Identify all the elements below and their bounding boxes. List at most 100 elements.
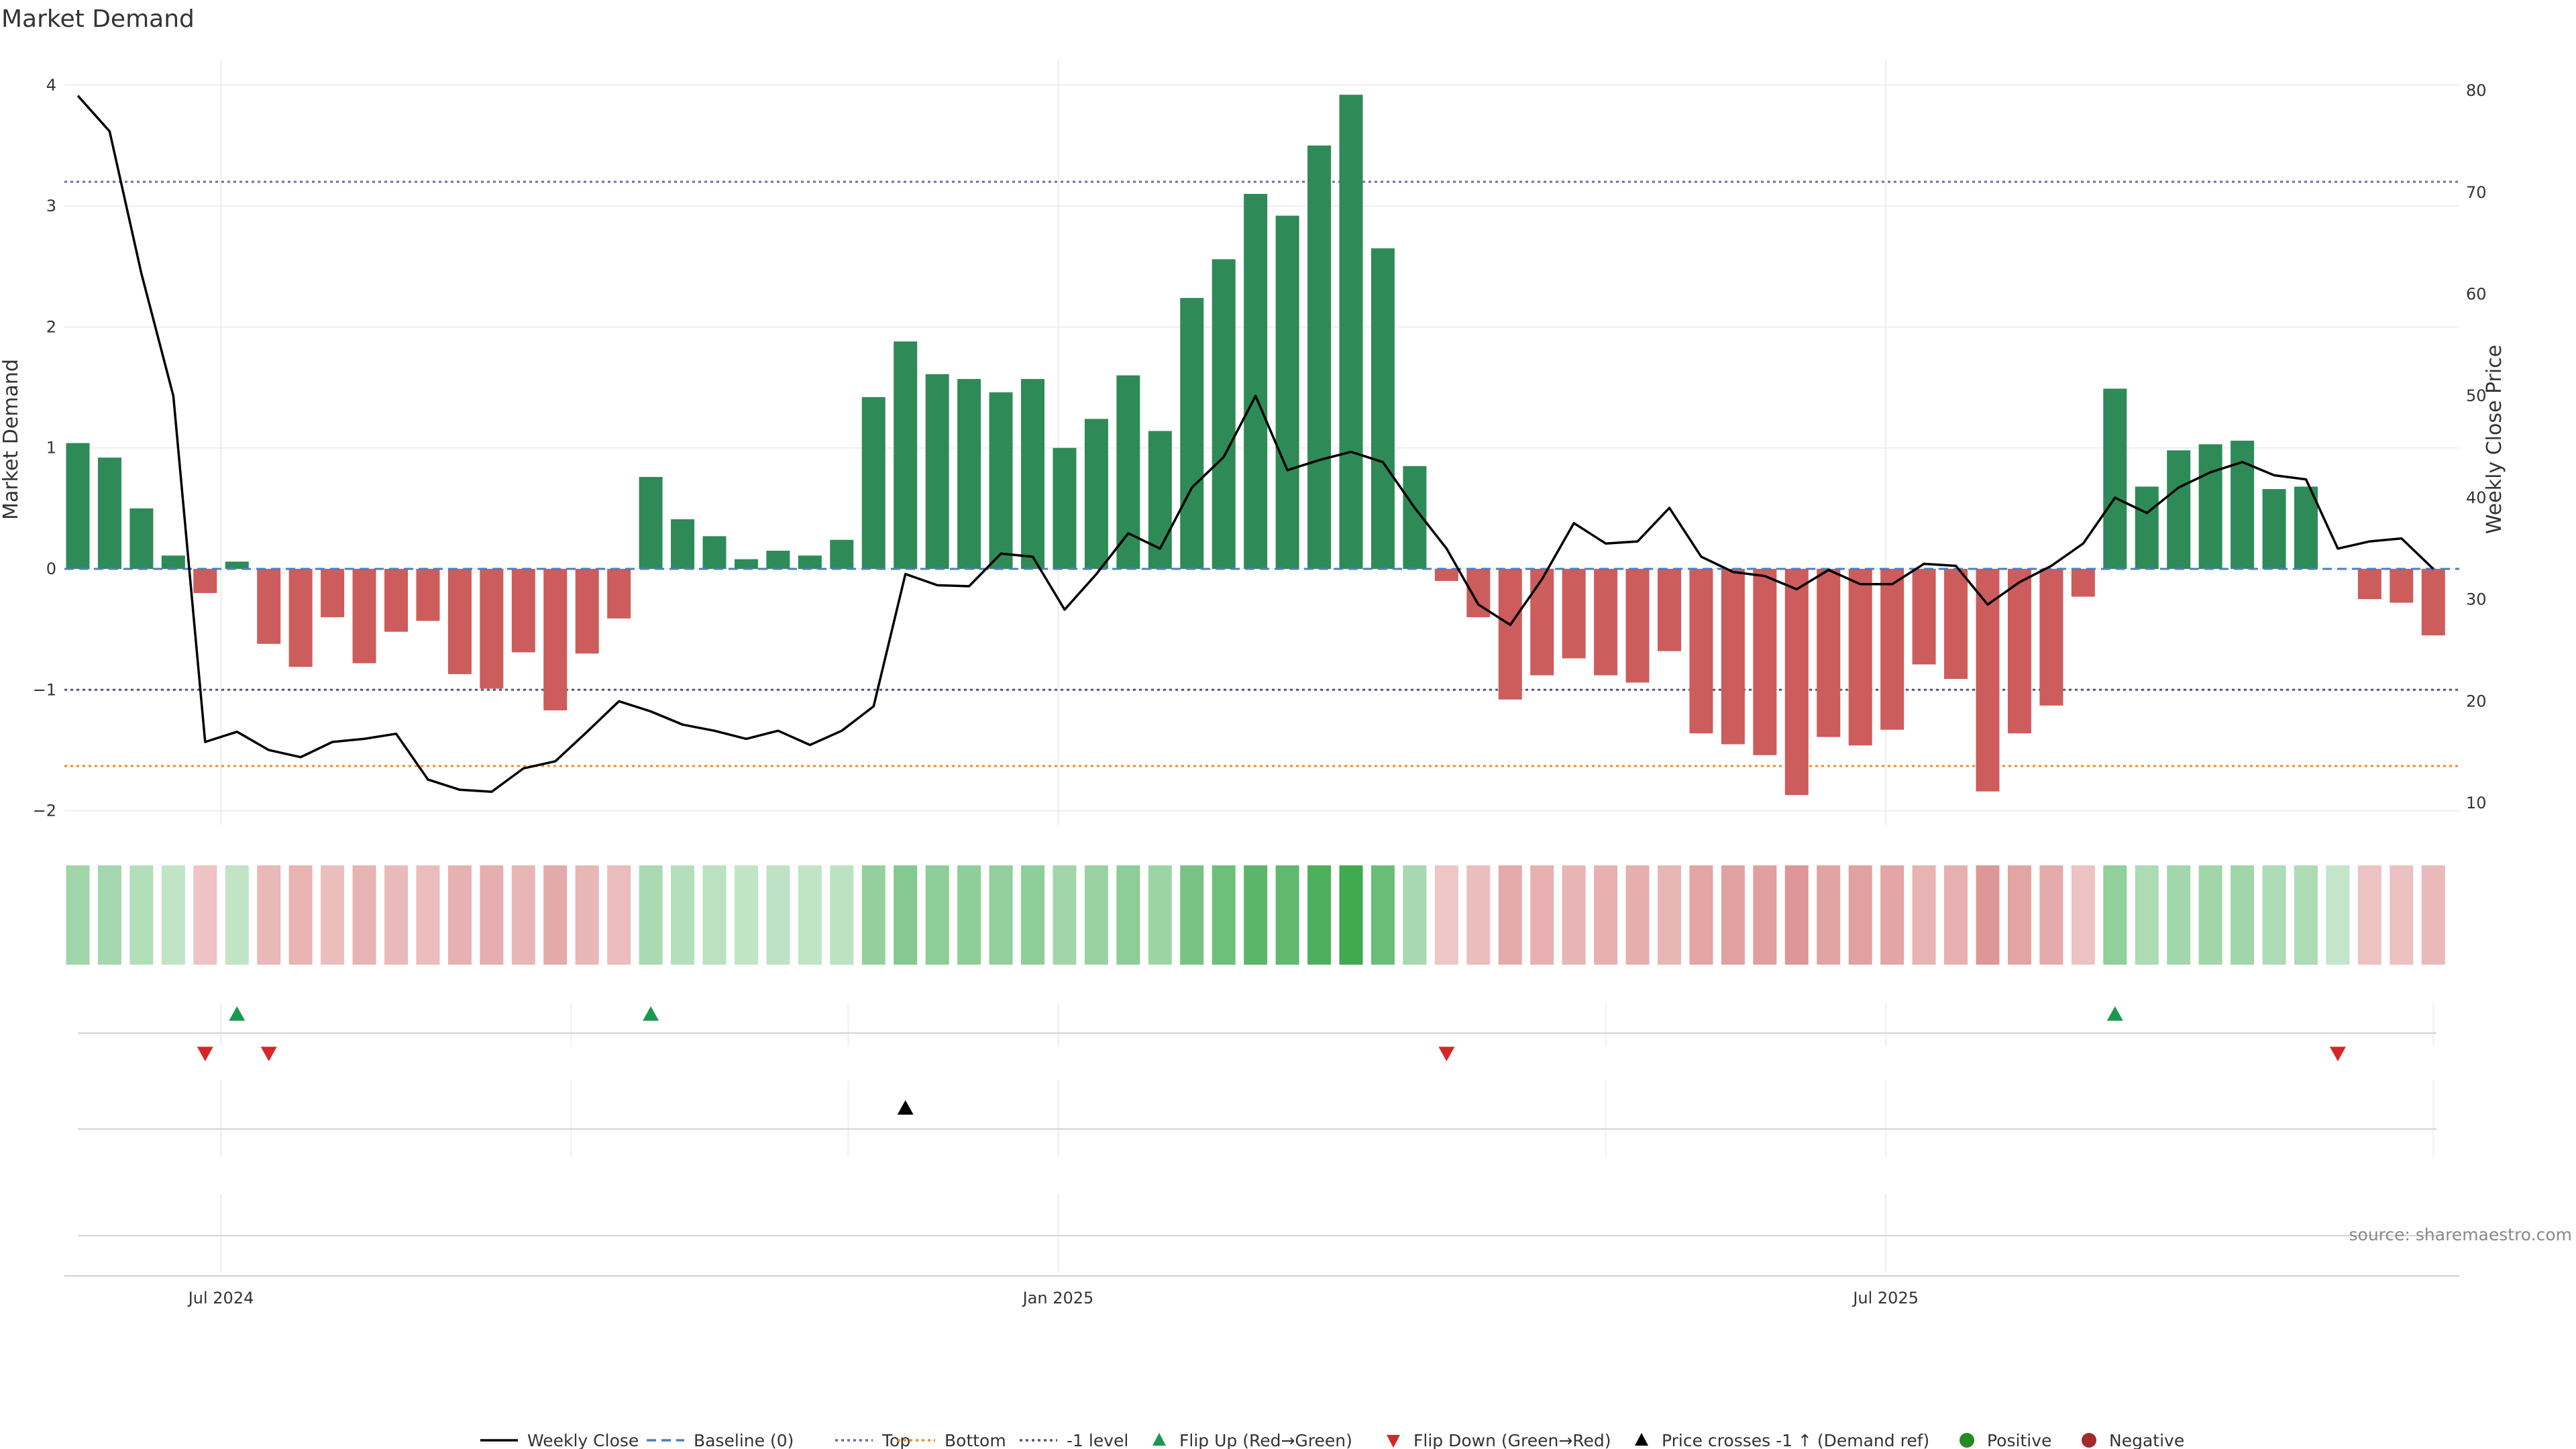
heat-cell (2103, 865, 2127, 965)
demand-bar (1912, 569, 1936, 665)
heat-cell (1562, 865, 1586, 965)
demand-bar (894, 341, 918, 569)
demand-bar (1530, 569, 1554, 676)
heat-cell (1307, 865, 1332, 965)
heat-cell (1116, 865, 1140, 965)
legend-label: -1 level (1067, 1431, 1128, 1449)
flip-down-marker (197, 1046, 213, 1061)
demand-bar (1689, 569, 1713, 734)
demand-bar (225, 561, 249, 569)
heat-cell (639, 865, 663, 965)
heat-cell (989, 865, 1013, 965)
demand-bar (1658, 569, 1681, 651)
tick-labels: −2 −1 0 1 2 3 4 10 20 30 40 50 60 70 80 Jul 2024 Jan 202… (33, 76, 2487, 1307)
heat-cell (1498, 865, 1522, 965)
demand-bar (1817, 569, 1841, 737)
y-tick-label: −1 (33, 680, 56, 699)
heat-cell (129, 865, 154, 965)
demand-bar (447, 569, 472, 674)
demand-bar (1594, 569, 1618, 676)
y-tick-label: 2 (46, 317, 56, 336)
y2-tick-label: 60 (2466, 285, 2487, 304)
heat-cell (161, 865, 185, 965)
heat-cell (2294, 865, 2318, 965)
demand-bar (66, 443, 90, 569)
heat-cell (2326, 865, 2350, 965)
heat-cell (607, 865, 631, 965)
y2-tick-label: 70 (2466, 183, 2487, 202)
demand-bar (288, 569, 313, 667)
demand-bar (2421, 569, 2445, 636)
demand-bar (2135, 486, 2159, 569)
heat-cell (2390, 865, 2414, 965)
heat-cell (575, 865, 599, 965)
heat-cell (1212, 865, 1236, 965)
demand-bar (2294, 486, 2318, 569)
demand-bar (1944, 569, 1968, 680)
flip-down-marker (260, 1046, 277, 1061)
source-label: source: sharemaestro.com (2349, 1225, 2573, 1244)
demand-bar (480, 569, 504, 689)
heat-cell (2135, 865, 2159, 965)
demand-bar (1848, 569, 1872, 746)
legend-label: Flip Up (Red→Green) (1179, 1431, 1352, 1449)
demand-bar (989, 392, 1013, 569)
heat-cell (1817, 865, 1841, 965)
heat-cell (1434, 865, 1458, 965)
demand-bar (2071, 569, 2095, 597)
demand-bar (129, 508, 154, 569)
flip-up-marker (229, 1006, 246, 1021)
flip-down-marker (2329, 1046, 2346, 1061)
heat-cell (1244, 865, 1268, 965)
demand-bar (543, 569, 568, 710)
heat-cell (225, 865, 249, 965)
y-tick-label: 0 (46, 559, 56, 578)
legend-swatch-flip-up (1152, 1433, 1166, 1446)
demand-bar (1244, 194, 1268, 569)
demand-bar (1339, 95, 1363, 569)
legend-label: Weekly Close (527, 1431, 639, 1449)
heat-cell (1784, 865, 1809, 965)
y-tick-label: 1 (46, 439, 56, 458)
demand-bar (639, 476, 663, 569)
demand-bar (2198, 444, 2222, 569)
demand-bars (64, 95, 2459, 796)
demand-bar (1562, 569, 1586, 659)
demand-bar (1053, 447, 1077, 569)
heat-cell (861, 865, 885, 965)
heat-cell (2262, 865, 2286, 965)
demand-bar (702, 536, 727, 569)
demand-bar (1275, 215, 1299, 569)
demand-bar (511, 569, 535, 653)
y2-tick-label: 30 (2466, 590, 2487, 609)
heat-cell (2231, 865, 2255, 965)
heat-cell (66, 865, 90, 965)
demand-bar (2103, 388, 2127, 569)
heat-cell (1466, 865, 1491, 965)
heat-cell (894, 865, 918, 965)
heat-cell (1689, 865, 1713, 965)
heat-cell (447, 865, 472, 965)
heat-cell (2039, 865, 2063, 965)
heat-cell (2007, 865, 2031, 965)
heat-cell (1180, 865, 1204, 965)
demand-bar (1976, 569, 2000, 792)
heat-cell (193, 865, 217, 965)
legend-label: Negative (2109, 1431, 2184, 1449)
demand-bar (1753, 569, 1777, 755)
heat-cell (543, 865, 568, 965)
legend-swatch-price-cross (1635, 1433, 1648, 1446)
demand-bar (2262, 489, 2286, 569)
heat-cell (1721, 865, 1745, 965)
demand-bar (2357, 569, 2381, 600)
demand-bar (2231, 440, 2255, 569)
y-tick-label: 4 (46, 76, 56, 95)
heat-cell (321, 865, 345, 965)
demand-bar (193, 569, 217, 594)
heat-cell (1912, 865, 1936, 965)
demand-bar (416, 569, 440, 621)
y-tick-label: −2 (33, 802, 56, 820)
heat-cell (798, 865, 822, 965)
demand-heat-strip (66, 865, 2445, 965)
